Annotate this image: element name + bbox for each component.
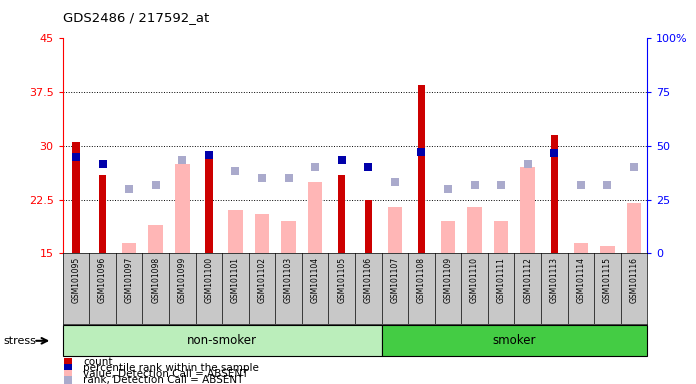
Text: count: count: [83, 357, 113, 367]
Text: GSM101102: GSM101102: [258, 257, 267, 303]
Bar: [338, 175, 345, 253]
Point: [602, 182, 613, 189]
Text: GSM101116: GSM101116: [629, 257, 638, 303]
Bar: [63, 326, 381, 356]
Bar: [175, 164, 189, 253]
Point: [63, 365, 74, 371]
Text: stress: stress: [3, 336, 36, 346]
Point: [443, 186, 454, 192]
Bar: [228, 210, 243, 253]
Point: [230, 168, 241, 174]
Point: [522, 161, 533, 167]
Text: GSM101106: GSM101106: [364, 257, 373, 303]
Text: GSM101107: GSM101107: [390, 257, 400, 303]
Text: GDS2486 / 217592_at: GDS2486 / 217592_at: [63, 12, 209, 25]
Bar: [551, 135, 558, 253]
Point: [123, 186, 134, 192]
Text: GSM101110: GSM101110: [470, 257, 479, 303]
Text: percentile rank within the sample: percentile rank within the sample: [83, 363, 259, 373]
Bar: [205, 153, 212, 253]
Point: [283, 175, 294, 181]
Bar: [626, 203, 641, 253]
Point: [256, 175, 267, 181]
Bar: [418, 85, 425, 253]
Point: [496, 182, 507, 189]
Bar: [574, 243, 588, 253]
Bar: [494, 221, 509, 253]
Text: GSM101095: GSM101095: [72, 257, 81, 303]
Bar: [467, 207, 482, 253]
Bar: [308, 182, 322, 253]
Bar: [122, 243, 136, 253]
Text: GSM101096: GSM101096: [98, 257, 107, 303]
Point: [203, 151, 214, 157]
Point: [97, 161, 108, 167]
Bar: [381, 326, 647, 356]
Point: [336, 157, 347, 163]
Point: [628, 164, 640, 170]
Text: smoker: smoker: [493, 334, 536, 347]
Text: GSM101108: GSM101108: [417, 257, 426, 303]
Text: rank, Detection Call = ABSENT: rank, Detection Call = ABSENT: [83, 375, 244, 384]
Point: [389, 179, 400, 185]
Point: [576, 182, 587, 189]
Point: [548, 150, 560, 156]
Bar: [388, 207, 402, 253]
Point: [416, 149, 427, 155]
Text: non-smoker: non-smoker: [187, 334, 257, 347]
Point: [310, 164, 321, 170]
Text: GSM101097: GSM101097: [125, 257, 134, 303]
Bar: [255, 214, 269, 253]
Text: GSM101114: GSM101114: [576, 257, 585, 303]
Bar: [281, 221, 296, 253]
Text: GSM101103: GSM101103: [284, 257, 293, 303]
Text: value, Detection Call = ABSENT: value, Detection Call = ABSENT: [83, 369, 248, 379]
Bar: [441, 221, 455, 253]
Bar: [99, 175, 106, 253]
Bar: [600, 246, 615, 253]
Text: GSM101109: GSM101109: [443, 257, 452, 303]
Text: GSM101113: GSM101113: [550, 257, 559, 303]
Point: [63, 359, 74, 365]
Text: GSM101098: GSM101098: [151, 257, 160, 303]
Point: [150, 182, 161, 189]
Point: [63, 377, 74, 383]
Text: GSM101100: GSM101100: [205, 257, 213, 303]
Text: GSM101111: GSM101111: [497, 257, 505, 303]
Bar: [72, 142, 79, 253]
Point: [363, 164, 374, 170]
Bar: [521, 167, 535, 253]
Text: GSM101099: GSM101099: [177, 257, 187, 303]
Text: GSM101104: GSM101104: [310, 257, 319, 303]
Bar: [365, 200, 372, 253]
Point: [63, 371, 74, 377]
Text: GSM101105: GSM101105: [337, 257, 346, 303]
Point: [70, 154, 81, 160]
Text: GSM101101: GSM101101: [231, 257, 240, 303]
Point: [177, 157, 188, 163]
Point: [469, 182, 480, 189]
Bar: [148, 225, 163, 253]
Text: GSM101112: GSM101112: [523, 257, 532, 303]
Text: GSM101115: GSM101115: [603, 257, 612, 303]
